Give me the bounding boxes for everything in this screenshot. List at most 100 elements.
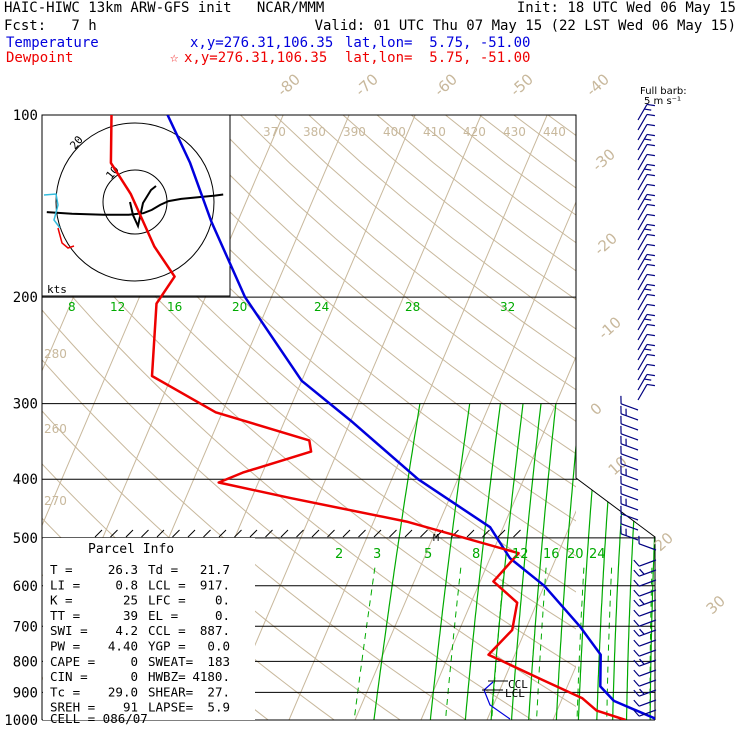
dry-adiabat-line [42,122,576,593]
wind-barb [638,599,657,607]
parcel-info-value: 887. [200,623,230,638]
temperature-xy: x,y=276.31,106.35 [190,35,334,51]
theta-label: 380 [303,125,326,139]
wind-barb-flag [633,639,640,647]
moist-adiabat-line [445,567,462,720]
wind-barb [637,204,648,221]
parcel-info-label: LFC = [148,593,186,608]
hatch-mark [110,529,118,538]
parcel-info-label: TT = [50,608,80,623]
wind-barb [637,244,648,261]
isotherm-label: -50 [507,70,537,100]
wind-barb-flag [644,198,652,201]
wind-barb-flag [646,153,655,157]
hatch-mark [265,529,273,538]
wind-barb-flag [646,363,655,367]
mixing-ratio-label: 32 [500,300,515,314]
parcel-info-value: 4180. [192,669,230,684]
isotherm-label: -10 [595,313,625,343]
wind-barb [637,254,648,271]
wind-barb [620,443,639,451]
parcel-info-label: SHEAR= [148,684,193,699]
mixing-ratio-line [429,403,471,720]
dry-adiabat-line [42,309,533,720]
pressure-tick-label: 900 [13,685,38,701]
wind-barb [637,164,648,181]
parcel-info-value: 27. [207,684,230,699]
wind-barb-flag [646,243,655,247]
parcel-info-value: 0. [215,608,230,623]
wind-barb [638,559,657,567]
hatch-mark [358,529,366,538]
wind-barb-flag [646,353,655,357]
wind-barb [637,264,648,281]
wind-barb-flag [633,679,640,687]
wind-barb [637,234,648,251]
isotherm-line [486,510,576,720]
isotherm-label: -20 [591,229,621,259]
wind-barb [620,413,639,421]
parcel-info-box: Parcel Info T = 26.3 Td = 21.7 LI = 0.8 LCL = 91… [43,538,255,726]
wind-barb-flag [633,699,640,707]
mixing-ratio-label: 24 [314,300,329,314]
parcel-info-label: K = [50,593,73,608]
parcel-info-value: 4.40 [108,639,138,654]
hatch-mark [187,529,196,538]
hatch-mark [203,529,211,538]
dry-adiabat-line [171,115,576,455]
parcel-info-label: SWI = [50,623,88,638]
dry-adiabat-line [205,115,576,422]
isotherm-line [222,115,482,720]
parcel-info-value: 917. [200,577,230,592]
pressure-tick-label: 700 [13,619,38,635]
theta-label: 440 [543,125,566,139]
wind-barb [637,144,648,161]
moist-adiabat-line [353,567,376,720]
wind-barb-flag [644,348,652,351]
wind-barb [637,104,648,121]
wind-barb-flag [646,233,655,237]
parcel-info-value: 0 [130,669,138,684]
parcel-info-label: HWBZ= [148,669,186,684]
wind-barb [637,364,648,381]
mixing-ratio-label: 8 [68,300,76,314]
parcel-info-value: 39 [123,608,138,623]
isotherm-line [619,115,740,720]
wind-barb [620,433,639,441]
isotherm-label: -30 [589,145,619,175]
mixing-ratio-label: 16 [543,547,560,562]
wind-barb [638,679,657,687]
wind-barb-flag [644,108,652,111]
moist-adiabat-line [536,567,547,720]
isotherm-line [354,200,576,720]
dewpoint-xy: x,y=276.31,106.35 [184,50,328,66]
wind-barb-flag [639,628,645,635]
hodograph-cyan-segment [43,193,61,229]
hodograph-units: kts [47,283,67,296]
pressure-tick-label: 300 [13,397,38,413]
wind-barb [638,689,657,697]
dry-adiabat-line [547,115,576,137]
pressure-tick-label: 800 [13,654,38,670]
lcl-label: LCL [505,687,525,700]
wind-barb-flag [644,318,652,321]
wind-barb [638,649,657,657]
wind-barb [620,533,639,541]
wind-barb [638,589,657,597]
parcel-info-label: YGP = [148,639,186,654]
wind-barb [637,284,648,301]
wind-barb-flag [646,283,655,287]
wind-barb [637,184,648,201]
hatch-mark [280,529,289,538]
mixing-ratio-line [625,403,642,720]
temperature-latlon: lat,lon= 5.75, -51.00 [345,35,531,51]
wind-barb-flag [646,113,655,117]
parcel-info-value: 0 [130,654,138,669]
wind-barb [638,543,657,551]
ccl-label: CCL [508,678,528,691]
wind-barb [620,403,639,411]
moist-adiabat-line [681,568,682,720]
wind-barb-flag [644,378,652,381]
mixing-ratio-line [373,403,421,720]
temperature-profile [166,115,655,720]
